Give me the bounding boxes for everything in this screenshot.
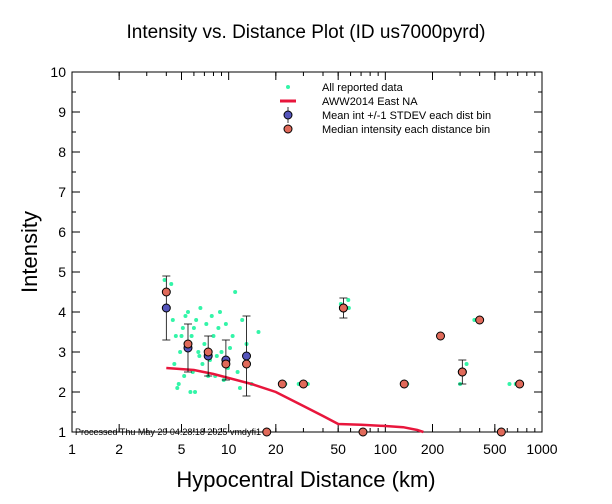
y-tick-label: 7 — [58, 184, 66, 200]
x-tick-label: 50 — [330, 441, 346, 457]
x-tick-label: 500 — [483, 441, 507, 457]
x-tick-label: 10 — [221, 441, 237, 457]
reported-data-point — [185, 310, 190, 314]
aww2014-curve — [166, 366, 424, 434]
median-intensity-marker — [399, 379, 409, 389]
y-tick-label: 1 — [58, 424, 66, 440]
reported-data-point — [346, 298, 351, 302]
median-intensity-marker — [475, 315, 485, 325]
median-intensity-marker — [338, 303, 348, 313]
reported-data-point — [237, 386, 242, 390]
reported-data-point — [256, 330, 261, 334]
y-tick-label: 10 — [50, 64, 66, 80]
chart-title: Intensity vs. Distance Plot (ID us7000py… — [126, 22, 485, 43]
reported-data-point — [188, 390, 193, 394]
reported-data-point — [211, 334, 216, 338]
reported-data-point — [230, 334, 235, 338]
x-tick-label: 2 — [115, 441, 123, 457]
median-intensity-marker — [242, 359, 252, 369]
median-intensity-marker — [161, 287, 171, 297]
reported-data-point — [197, 354, 202, 358]
legend-symbol-reported — [286, 85, 290, 89]
reported-data-point — [172, 362, 177, 366]
median-intensity-marker — [221, 359, 231, 369]
legend-label: All reported data — [322, 82, 404, 94]
reported-data-point — [216, 326, 221, 330]
reported-data-point — [169, 282, 174, 286]
median-intensity-marker — [203, 347, 213, 357]
reported-data-point — [464, 362, 469, 366]
y-tick-label: 6 — [58, 224, 66, 240]
x-tick-label: 1 — [68, 441, 76, 457]
y-tick-label: 9 — [58, 104, 66, 120]
reported-data-point — [180, 326, 185, 330]
reported-data-point — [228, 346, 233, 350]
reported-data-point — [198, 306, 203, 310]
mean-intensity-marker — [242, 351, 252, 361]
reported-data-point — [179, 334, 184, 338]
mean-intensity-marker — [161, 303, 171, 313]
y-tick-label: 3 — [58, 344, 66, 360]
y-tick-label: 2 — [58, 384, 66, 400]
reported-data-point — [507, 382, 512, 386]
reported-data-point — [235, 370, 240, 374]
x-tick-label: 20 — [268, 441, 284, 457]
y-axis-ticks: 1 2 3 4 5 6 7 8 9 10 — [50, 64, 542, 440]
x-axis-ticks: 1 2 5 10 20 50 100 200 500 1000 — [68, 72, 558, 457]
reported-data-point — [191, 326, 196, 330]
reported-data-point — [173, 334, 178, 338]
y-axis-label: Intensity — [17, 211, 42, 293]
median-intensity-marker — [496, 427, 506, 437]
reported-data-point — [194, 318, 199, 322]
reported-data-point — [176, 382, 181, 386]
reported-data-point — [223, 322, 228, 326]
reported-data-point — [202, 342, 207, 346]
y-tick-label: 4 — [58, 304, 66, 320]
median-intensity-marker — [457, 367, 467, 377]
reported-data-point — [214, 354, 219, 358]
reported-data-point — [162, 278, 167, 282]
x-tick-label: 5 — [178, 441, 186, 457]
reported-data-point — [233, 290, 238, 294]
y-tick-label: 5 — [58, 264, 66, 280]
x-tick-label: 1000 — [526, 441, 557, 457]
reported-data-point — [200, 362, 205, 366]
reported-data-point — [217, 310, 222, 314]
legend-label: AWW2014 East NA — [322, 96, 418, 108]
reported-data-point — [346, 306, 351, 310]
median-intensity-marker — [262, 427, 272, 437]
reported-data-point — [193, 390, 198, 394]
reported-data-point — [219, 350, 224, 354]
y-tick-label: 8 — [58, 144, 66, 160]
median-intensity-marker — [358, 427, 368, 437]
reported-data-point — [204, 322, 209, 326]
x-tick-label: 200 — [421, 441, 445, 457]
median-intensity-marker — [277, 379, 287, 389]
legend-symbol-median — [283, 124, 293, 134]
median-intensity-marker — [183, 339, 193, 349]
processed-footer: Processed Thu May 29 04:28:18 2025 vmdyf… — [75, 427, 261, 437]
median-intensity-marker — [298, 379, 308, 389]
median-intensity-marker — [436, 331, 446, 341]
median-intensity-marker — [515, 379, 525, 389]
reported-data-point — [178, 350, 183, 354]
legend-label: Mean int +/-1 STDEV each dist bin — [322, 110, 491, 122]
legend: All reported data AWW2014 East NA Mean int… — [280, 82, 491, 136]
reported-data-point — [182, 374, 187, 378]
reported-data-point — [175, 386, 180, 390]
legend-symbol-mean — [283, 110, 293, 120]
series-layer — [161, 275, 525, 437]
reported-data-point — [183, 314, 188, 318]
x-tick-label: 100 — [374, 441, 398, 457]
reported-data-point — [170, 318, 175, 322]
reported-data-point — [189, 334, 194, 338]
reported-data-point — [209, 314, 214, 318]
x-axis-label: Hypocentral Distance (km) — [176, 467, 435, 492]
reported-data-point — [196, 350, 201, 354]
reported-data-point — [240, 318, 245, 322]
legend-label: Median intensity each distance bin — [322, 124, 490, 136]
